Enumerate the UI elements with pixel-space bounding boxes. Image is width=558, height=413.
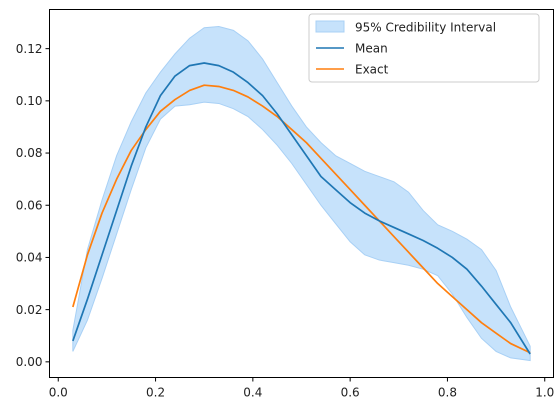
mean-series-line <box>72 62 531 355</box>
credibility-band <box>72 25 531 362</box>
y-tick-label: 0.06 <box>16 198 43 212</box>
x-tick-label: 0.0 <box>49 386 68 400</box>
x-tick-label: 1.0 <box>535 386 554 400</box>
y-tick-label: 0.08 <box>16 146 43 160</box>
y-tick-label: 0.12 <box>16 42 43 56</box>
legend-band-label: 95% Credibility Interval <box>355 21 496 35</box>
legend-box <box>308 13 540 83</box>
y-tick-label: 0.10 <box>16 94 43 108</box>
legend: 95% Credibility Interval Mean Exact <box>308 13 540 83</box>
plot-area <box>72 25 531 362</box>
y-tick-label: 0.00 <box>16 355 43 369</box>
y-tick-label: 0.04 <box>16 251 43 265</box>
x-tick-label: 0.6 <box>341 386 360 400</box>
x-tick-label: 0.8 <box>438 386 457 400</box>
axes-frame <box>49 9 554 378</box>
legend-band-swatch <box>315 20 345 33</box>
y-axis-ticks: 0.00 0.02 0.04 0.06 0.08 0.10 0.12 <box>16 42 50 369</box>
legend-exact-label: Exact <box>355 63 389 77</box>
x-tick-label: 0.4 <box>243 386 262 400</box>
legend-mean-label: Mean <box>355 42 388 56</box>
x-tick-label: 0.2 <box>146 386 165 400</box>
x-axis-ticks: 0.0 0.2 0.4 0.6 0.8 1.0 <box>49 377 554 400</box>
y-tick-label: 0.02 <box>16 303 43 317</box>
exact-series-line <box>72 84 531 354</box>
